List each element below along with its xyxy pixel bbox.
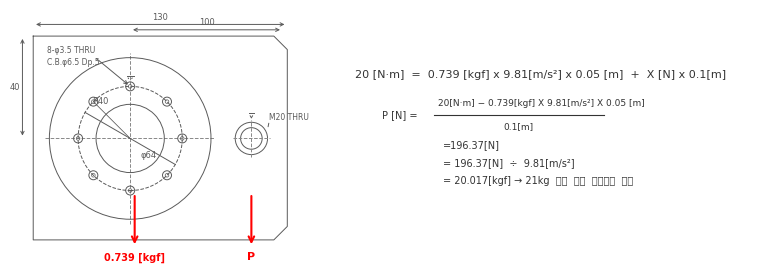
- Text: 40: 40: [9, 83, 20, 92]
- Text: 130: 130: [152, 13, 168, 22]
- Text: = 20.017[kgf] → 21kg  지그  주가  부작하여  시험: = 20.017[kgf] → 21kg 지그 주가 부작하여 시험: [442, 176, 633, 186]
- Text: 100: 100: [198, 18, 215, 27]
- Text: P: P: [247, 252, 256, 263]
- Text: P [N] =: P [N] =: [381, 110, 417, 120]
- Text: 20 [N·m]  =  0.739 [kgf] x 9.81[m/s²] x 0.05 [m]  +  X [N] x 0.1[m]: 20 [N·m] = 0.739 [kgf] x 9.81[m/s²] x 0.…: [354, 70, 726, 80]
- Text: 8-φ3.5 THRU
C.B.φ6.5 Dp.5: 8-φ3.5 THRU C.B.φ6.5 Dp.5: [46, 46, 100, 67]
- Text: = 196.37[N]  ÷  9.81[m/s²]: = 196.37[N] ÷ 9.81[m/s²]: [442, 158, 574, 168]
- Text: 0.1[m]: 0.1[m]: [504, 122, 534, 131]
- Text: 20[N·m] − 0.739[kgf] X 9.81[m/s²] X 0.05 [m]: 20[N·m] − 0.739[kgf] X 9.81[m/s²] X 0.05…: [438, 99, 645, 108]
- Text: φ64: φ64: [141, 151, 157, 160]
- Text: 0.739 [kgf]: 0.739 [kgf]: [104, 252, 165, 263]
- Text: R40: R40: [93, 97, 109, 106]
- Text: =196.37[N]: =196.37[N]: [442, 140, 499, 150]
- Text: M20 THRU: M20 THRU: [269, 114, 310, 122]
